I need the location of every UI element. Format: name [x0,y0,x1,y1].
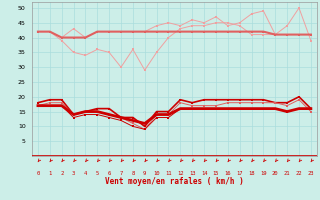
X-axis label: Vent moyen/en rafales ( km/h ): Vent moyen/en rafales ( km/h ) [105,177,244,186]
